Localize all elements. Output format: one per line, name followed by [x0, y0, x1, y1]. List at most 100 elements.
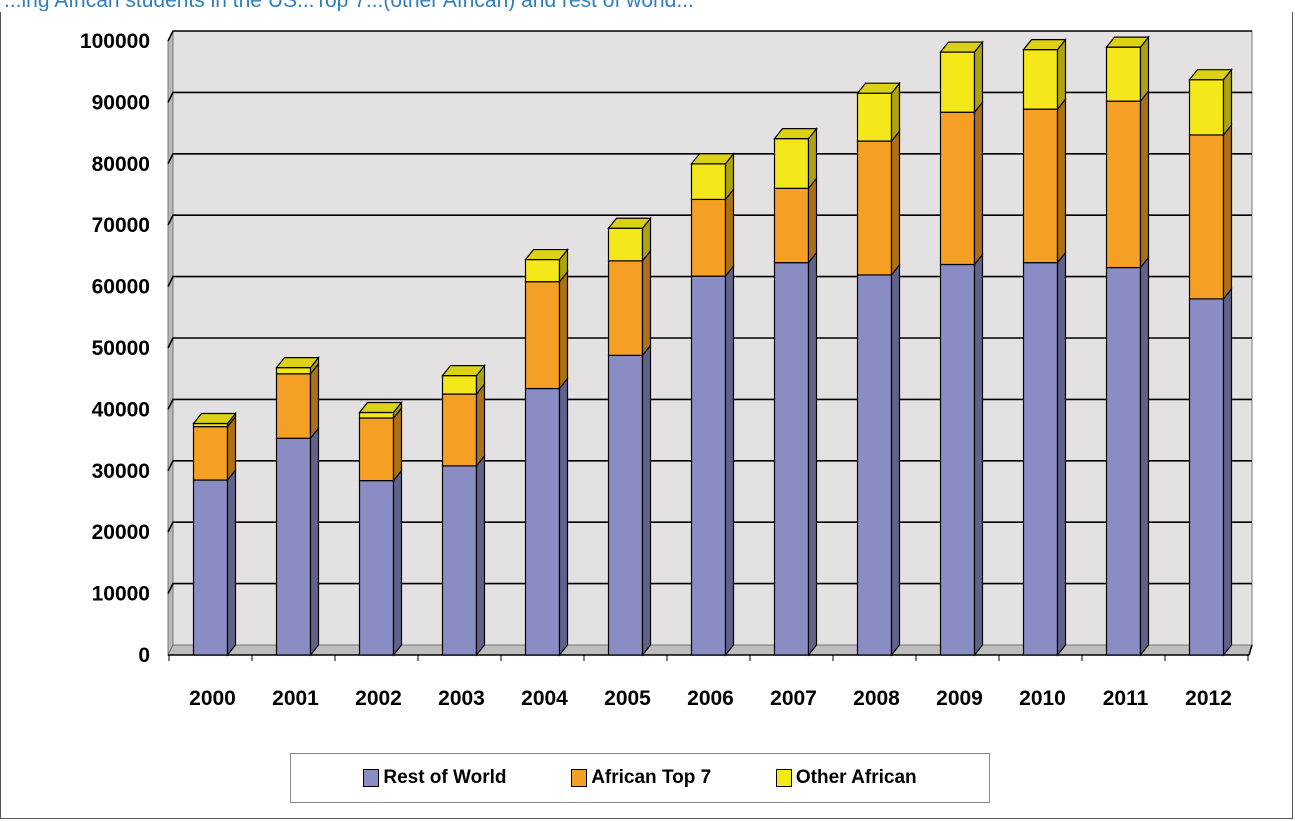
bar-top	[939, 41, 984, 53]
bar-segment	[939, 252, 984, 657]
bar-segment	[607, 343, 652, 657]
bar-side	[1139, 255, 1150, 657]
bar-side	[1056, 250, 1067, 657]
legend-swatch-african-top-7	[571, 769, 588, 787]
bar-top	[856, 82, 901, 94]
bar-front	[1105, 100, 1142, 269]
bar-segment	[441, 363, 486, 396]
legend-item-african-top-7: African Top 7	[571, 767, 711, 789]
bar-side	[973, 252, 984, 657]
bar-segment	[358, 400, 403, 420]
bar-side	[1222, 67, 1233, 137]
bar-front	[275, 367, 312, 375]
bar-side	[973, 40, 984, 114]
bar-side	[641, 343, 652, 657]
legend: Rest of World African Top 7 Other Africa…	[290, 753, 990, 803]
bar-segment	[1022, 250, 1067, 657]
y-tick-label: 70000	[92, 214, 150, 237]
bar-side	[807, 250, 818, 657]
bar-side	[558, 269, 569, 391]
bar-side	[1222, 123, 1233, 301]
bar-segment	[607, 216, 652, 263]
bar-segment	[275, 355, 320, 376]
bar-front	[524, 387, 561, 656]
bar-segment	[856, 81, 901, 143]
bar-segment	[1022, 37, 1067, 111]
bar-segment	[856, 263, 901, 657]
bar-side	[641, 249, 652, 358]
bar-segment	[607, 249, 652, 358]
bar-side	[392, 406, 403, 483]
bar-front	[441, 393, 478, 467]
y-tick-label: 100000	[80, 30, 150, 53]
bar-side	[1222, 287, 1233, 657]
bar-front	[358, 417, 395, 482]
bar-front	[1105, 266, 1142, 656]
bar-front	[358, 480, 395, 656]
bar-side	[475, 454, 486, 657]
bars	[192, 35, 1233, 657]
bar-top	[773, 128, 818, 140]
bar-front	[607, 354, 644, 656]
bar-front	[1022, 262, 1059, 656]
x-tick-label: 2011	[1103, 687, 1149, 710]
bar-segment	[773, 250, 818, 657]
legend-label: Rest of World	[383, 767, 507, 788]
bar-front	[275, 373, 312, 439]
bar-segment	[856, 129, 901, 277]
bar-segment	[690, 152, 735, 202]
bar-front	[441, 465, 478, 656]
y-tick-label: 80000	[92, 153, 150, 176]
x-tick-label: 2001	[272, 687, 319, 710]
bar-front	[358, 411, 395, 419]
y-tick-label: 30000	[92, 460, 150, 483]
bar-front	[856, 92, 893, 142]
bar-front	[690, 198, 727, 277]
bar-segment	[275, 426, 320, 657]
x-tick-label: 2000	[189, 687, 236, 710]
bar-front	[1188, 134, 1225, 300]
bar-side	[1139, 89, 1150, 270]
legend-label: Other African	[795, 767, 917, 788]
bar-front	[1188, 79, 1225, 136]
y-tick-label: 40000	[92, 398, 150, 421]
bar-top	[524, 248, 569, 261]
bar-side	[890, 263, 901, 657]
bar-segment	[192, 414, 237, 482]
y-tick-label: 60000	[92, 276, 150, 299]
bar-segment	[1105, 35, 1150, 103]
bar-segment	[1188, 287, 1233, 657]
bar-front	[1022, 108, 1059, 264]
bar-side	[724, 264, 735, 657]
bar-front	[441, 375, 478, 395]
bar-segment	[1022, 97, 1067, 265]
bar-top	[275, 357, 320, 369]
bar-side	[309, 426, 320, 657]
bar-front	[524, 281, 561, 390]
bar-front	[607, 227, 644, 262]
bar-segment	[524, 247, 569, 284]
bar-side	[226, 468, 237, 657]
bar-segment	[441, 454, 486, 657]
bar-front	[690, 275, 727, 656]
bar-top	[1022, 38, 1067, 51]
bar-segment	[1105, 89, 1150, 270]
bar-segment	[524, 376, 569, 657]
x-tick-label: 2002	[355, 687, 402, 710]
x-tick-label: 2004	[521, 687, 568, 710]
bar-front	[192, 479, 229, 656]
bar-front	[607, 260, 644, 356]
bar-side	[1139, 35, 1150, 103]
gridline	[167, 30, 1252, 42]
bar-segment	[1105, 255, 1150, 657]
bar-segment	[192, 468, 237, 657]
y-axis-ticks: 0 10000 20000 30000 40000 50000 60000 70000 8000…	[80, 30, 150, 667]
legend-item-other-african: Other African	[775, 767, 917, 789]
x-tick-label: 2003	[438, 687, 485, 710]
x-axis-ticks: 2000 2001 2002 2003 2004 2005 2006 2007 2008 2009…	[168, 655, 1249, 710]
x-tick-label: 2012	[1185, 687, 1232, 710]
bar-segment	[358, 468, 403, 657]
legend-swatch-other-african	[775, 769, 792, 787]
bar-side	[558, 376, 569, 657]
